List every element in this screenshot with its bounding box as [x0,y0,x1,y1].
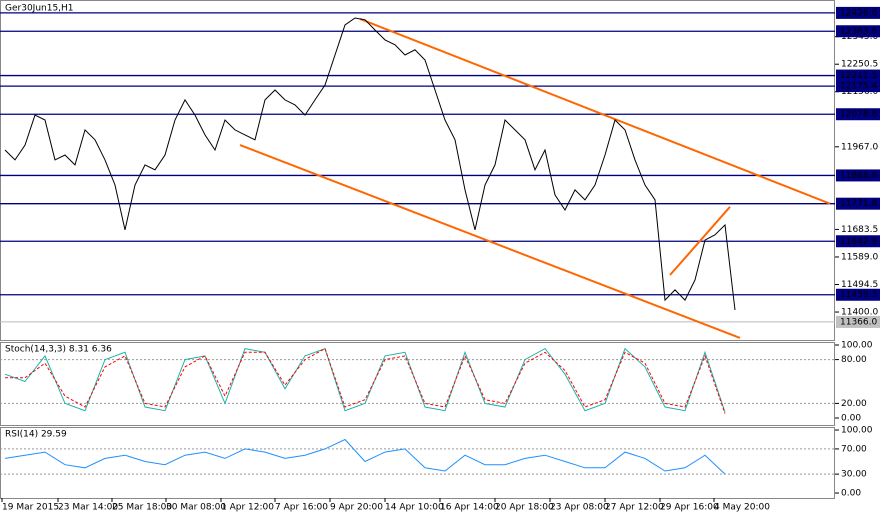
x-tick-label: 19 Mar 2015 [2,503,59,513]
level-box [836,25,880,38]
y-tick-label: 11967.0 [841,142,878,152]
series-line [4,347,726,413]
level-box [836,288,880,301]
level-box [836,197,880,210]
trendline [669,206,731,276]
x-tick-label: 4 May 20:00 [714,503,770,513]
x-tick-label: 25 Mar 18:00 [112,503,172,513]
y-tick-label: 70.00 [841,444,867,454]
level-label: 12426.6 [840,8,877,18]
level-label: 11868.8 [840,171,877,181]
level-label: 11459.3 [840,290,877,300]
x-tick-label: 16 Apr 14:00 [440,503,499,513]
x-tick-label: 27 Apr 12:00 [605,503,664,513]
y-tick-label: 12250.5 [841,60,878,70]
level-box [836,69,880,82]
y-tick-label: 100.00 [841,340,873,350]
last-price-box [836,315,880,328]
series-line [4,17,736,311]
level-box [836,6,880,19]
level-label: 11771.8 [840,199,877,209]
level-label: 12363.6 [840,27,877,37]
x-tick-label: 29 Apr 16:00 [660,503,719,513]
last-price-label: 11366.0 [840,317,877,327]
y-tick-label: 30.00 [841,470,867,480]
chart-title: Ger30Jun15,H1 [5,4,74,14]
level-label: 11642.9 [840,237,877,247]
level-label: 12175.4 [840,82,877,92]
y-tick-label: 12156.0 [841,87,878,97]
level-label: 12211.5 [840,71,877,81]
x-tick-label: 14 Apr 10:00 [385,503,444,513]
y-tick-label: 11494.5 [841,280,878,290]
x-tick-label: 20 Apr 18:00 [495,503,554,513]
y-tick-label: 80.00 [841,355,867,365]
level-label: 12078.8 [840,110,877,120]
x-tick-label: 9 Apr 20:00 [330,503,383,513]
level-box [836,235,880,248]
stoch-title: Stoch(14,3,3) 8.31 6.36 [5,345,112,355]
stoch-panel [0,342,835,426]
y-tick-label: 11400.0 [841,308,878,318]
rsi-title: RSI(14) 29.59 [5,430,67,440]
trendline [239,144,741,339]
rsi-panel [0,427,835,499]
trendline [359,17,831,205]
level-box [836,169,880,182]
y-tick-label: 0.00 [841,489,861,499]
level-box [836,80,880,93]
main-panel [0,0,835,341]
x-tick-label: 23 Apr 08:00 [550,503,609,513]
y-tick-label: 11589.0 [841,252,878,262]
x-tick-label: 30 Mar 08:00 [166,503,226,513]
y-tick-label: 20.00 [841,399,867,409]
level-box [836,108,880,121]
x-tick-label: 23 Mar 14:00 [58,503,118,513]
x-tick-label: 7 Apr 16:00 [275,503,328,513]
series-line [5,347,726,414]
y-tick-label: 100.00 [841,426,873,436]
y-tick-label: 0.00 [841,413,861,423]
series-line [4,438,726,475]
y-tick-label: 11683.5 [841,225,878,235]
x-tick-label: 1 Apr 12:00 [221,503,274,513]
